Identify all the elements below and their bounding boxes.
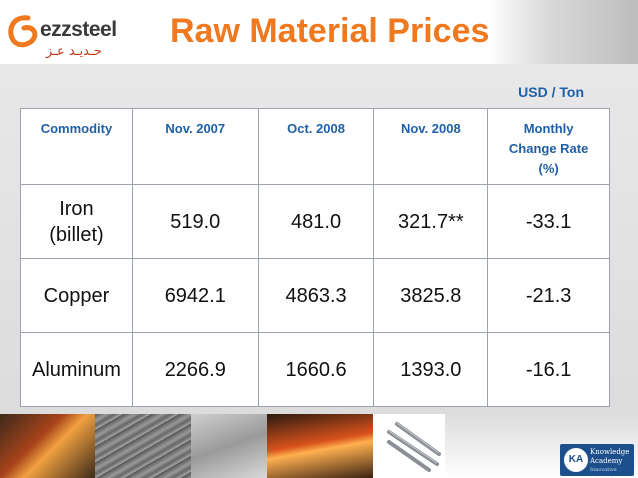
cell-nov-2007: 519.0 [131, 184, 259, 259]
cell-rate: -16.1 [487, 332, 610, 407]
header-monthly-change-rate: Monthly Change Rate (%) [487, 108, 610, 185]
table-row: Copper 6942.1 4863.3 3825.8 -21.3 [20, 258, 610, 333]
ka-text: Knowledge Academy Innovative Learning So… [590, 448, 634, 478]
header-commodity: Commodity [20, 108, 133, 185]
cell-nov-2007: 6942.1 [131, 258, 259, 333]
prices-table: Commodity Nov. 2007 Oct. 2008 Nov. 2008 … [20, 108, 610, 407]
page-title: Raw Material Prices [170, 12, 490, 50]
table-row: Iron (billet) 519.0 481.0 321.7** -33.1 [20, 184, 610, 259]
cell-nov-2008: 3825.8 [373, 258, 489, 333]
cell-commodity: Aluminum [20, 332, 133, 407]
commodity-line1: Iron [59, 197, 94, 220]
rebar-icon [387, 422, 441, 472]
cell-nov-2007: 2266.9 [131, 332, 259, 407]
header-decoration [488, 0, 638, 70]
cell-commodity: Iron (billet) [20, 184, 133, 259]
table-row: Aluminum 2266.9 1660.6 1393.0 -16.1 [20, 332, 610, 407]
logo-swirl-icon [8, 15, 38, 48]
header-nov-2007: Nov. 2007 [131, 108, 259, 185]
hot-rolling-photo [267, 414, 373, 478]
cell-nov-2008: 1393.0 [373, 332, 489, 407]
commodity-line2: (billet) [49, 223, 104, 246]
cell-rate: -33.1 [487, 184, 610, 259]
logo-text-en: ezzsteel [40, 18, 117, 41]
header-rate-line3: (%) [538, 161, 559, 176]
ezzsteel-logo: ezzsteel حـديـد عـز [6, 12, 156, 62]
header-rate-line2: Change Rate [508, 141, 589, 156]
cell-oct-2008: 1660.6 [257, 332, 375, 407]
cell-oct-2008: 481.0 [257, 184, 375, 259]
ka-logo-icon: KA [564, 448, 588, 472]
ka-tagline: Innovative Learning Solutions [590, 467, 617, 478]
slide-header: ezzsteel حـديـد عـز Raw Material Prices [0, 0, 638, 70]
ka-name: Knowledge Academy [590, 448, 630, 465]
header-rate-line1: Monthly [523, 121, 574, 136]
knowledge-academy-badge: KA Knowledge Academy Innovative Learning… [560, 444, 634, 478]
rebar-photo [95, 414, 191, 478]
cell-commodity: Copper [20, 258, 133, 333]
header-nov-2008: Nov. 2008 [373, 108, 489, 185]
steel-photo-strip [0, 414, 638, 478]
furnace-photo [0, 414, 95, 478]
header-oct-2008: Oct. 2008 [257, 108, 375, 185]
unit-label: USD / Ton [518, 84, 584, 100]
cell-oct-2008: 4863.3 [257, 258, 375, 333]
logo-text-ar: حـديـد عـز [46, 44, 102, 59]
cell-rate: -21.3 [487, 258, 610, 333]
table-header-row: Commodity Nov. 2007 Oct. 2008 Nov. 2008 … [20, 108, 610, 185]
cell-nov-2008: 321.7** [373, 184, 489, 259]
steel-sheets-photo [191, 414, 267, 478]
